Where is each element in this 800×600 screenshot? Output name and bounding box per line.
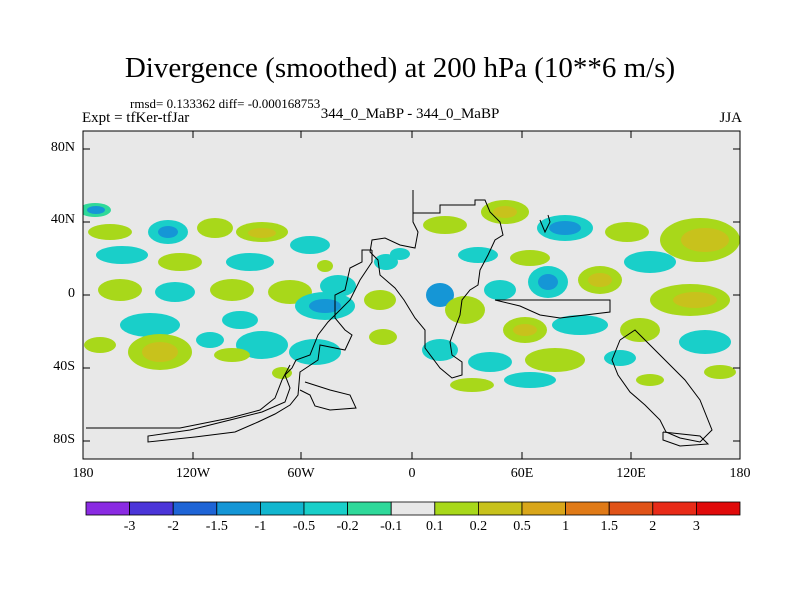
divergence-field	[83, 200, 740, 392]
experiment-label: Expt = tfKer-tfJar	[82, 110, 190, 126]
x-tick-180e: 180	[729, 466, 751, 481]
x-tick-60w: 60W	[287, 466, 315, 481]
y-tick-40n: 40N	[50, 212, 75, 227]
colorbar-swatch	[129, 501, 174, 516]
colorbar-swatch	[652, 501, 697, 516]
colorbar-label: -0.1	[380, 519, 403, 534]
colorbar	[85, 501, 741, 516]
colorbar-swatch	[477, 501, 523, 516]
colorbar-label: -1.5	[205, 519, 228, 534]
y-tick-80s: 80S	[53, 432, 75, 447]
colorbar-label: 0.2	[469, 519, 488, 534]
colorbar-label: -0.5	[292, 519, 316, 534]
y-tick-40s: 40S	[53, 359, 75, 374]
colorbar-swatch	[696, 501, 741, 516]
colorbar-swatch	[347, 501, 392, 516]
colorbar-label: 0.5	[513, 519, 531, 534]
colorbar-swatch	[565, 501, 610, 516]
y-tick-80n: 80N	[50, 140, 75, 155]
colorbar-swatch	[172, 501, 218, 516]
x-tick-120w: 120W	[175, 466, 211, 481]
colorbar-swatch	[303, 501, 348, 516]
stats-label: rmsd= 0.133362 diff= -0.000168753	[130, 96, 321, 111]
coastlines	[86, 190, 713, 447]
colorbar-label: 3	[692, 519, 700, 534]
colorbar-label: 1.5	[600, 519, 618, 534]
colorbar-label: -0.2	[336, 519, 359, 534]
colorbar-swatch	[259, 501, 305, 516]
tick-marks	[83, 131, 740, 459]
colorbar-label: 2	[649, 519, 657, 534]
x-tick-0: 0	[408, 466, 416, 481]
colorbar-swatch	[216, 501, 261, 516]
plot-title: Divergence (smoothed) at 200 hPa (10**6 …	[124, 52, 676, 84]
center-label: 344_0_MaBP - 344_0_MaBP	[320, 106, 500, 122]
season-label: JJA	[719, 110, 742, 126]
x-tick-120e: 120E	[616, 466, 646, 481]
colorbar-swatch	[390, 501, 436, 516]
colorbar-label: 0.1	[426, 519, 444, 534]
colorbar-label: -1	[254, 519, 267, 534]
colorbar-swatch	[85, 501, 130, 516]
x-tick-180w: 180	[72, 466, 94, 481]
colorbar-label: 1	[562, 519, 570, 534]
x-tick-60e: 60E	[510, 466, 534, 481]
colorbar-swatch	[521, 501, 566, 516]
colorbar-label: -2	[167, 519, 180, 534]
colorbar-swatch	[608, 501, 654, 516]
y-tick-0: 0	[68, 286, 75, 301]
colorbar-label: -3	[123, 519, 136, 534]
colorbar-swatch	[434, 501, 479, 516]
